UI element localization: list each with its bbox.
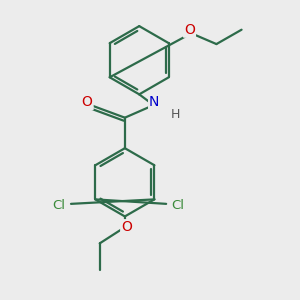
Text: H: H <box>170 108 180 121</box>
Text: O: O <box>82 95 93 109</box>
Text: Cl: Cl <box>53 199 66 212</box>
Text: O: O <box>184 23 195 37</box>
Text: O: O <box>121 220 132 234</box>
Text: Cl: Cl <box>172 199 184 212</box>
Text: N: N <box>149 94 160 109</box>
